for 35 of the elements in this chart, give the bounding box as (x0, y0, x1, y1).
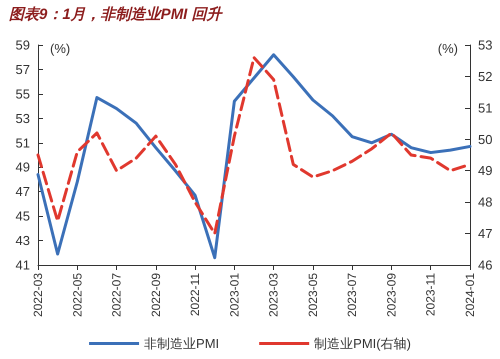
x-tick-label: 2024-01 (463, 272, 477, 318)
y2-tick-label: 51 (478, 100, 492, 116)
y2-tick-label: 49 (478, 163, 492, 178)
x-tick-label: 2023-09 (384, 272, 398, 318)
y-tick-label: 49 (16, 160, 30, 175)
y-tick-label: 45 (16, 208, 30, 224)
legend-label: 非制造业PMI (144, 336, 220, 351)
x-tick-label: 2023-05 (306, 272, 320, 318)
y-tick-label: 53 (16, 110, 30, 126)
x-tick-label: 2022-05 (70, 272, 84, 318)
y-tick-label: 55 (16, 86, 30, 102)
x-tick-label: 2023-03 (266, 272, 281, 318)
y-tick-label: 43 (16, 233, 30, 248)
y2-tick-label: 53 (478, 38, 492, 52)
y2-tick-label: 52 (478, 68, 492, 84)
chart-title: 图表9：1月，非制造业PMI 回升 (9, 6, 224, 23)
y2-axis-title: (%) (438, 41, 458, 56)
y-tick-label: 41 (16, 258, 30, 272)
x-tick-label: 2022-09 (148, 272, 163, 318)
y-tick-label: 59 (16, 38, 30, 52)
y2-tick-label: 46 (478, 258, 492, 272)
x-tick-label: 2022-07 (110, 272, 124, 318)
x-tick-label: 2023-01 (227, 272, 242, 318)
y2-tick-label: 47 (478, 226, 492, 242)
y2-tick-label: 50 (478, 132, 492, 147)
y-tick-label: 47 (16, 184, 30, 200)
y-tick-label: 57 (16, 62, 30, 77)
y-tick-label: 51 (16, 135, 30, 150)
legend-label: 制造业PMI(右轴) (314, 336, 411, 351)
x-tick-label: 2022-11 (188, 272, 202, 316)
y2-tick-label: 48 (478, 194, 492, 210)
x-tick-label: 2023-11 (424, 272, 438, 316)
x-tick-label: 2022-03 (31, 272, 45, 318)
x-tick-label: 2023-07 (345, 272, 360, 318)
y-axis-title: (%) (50, 41, 70, 56)
